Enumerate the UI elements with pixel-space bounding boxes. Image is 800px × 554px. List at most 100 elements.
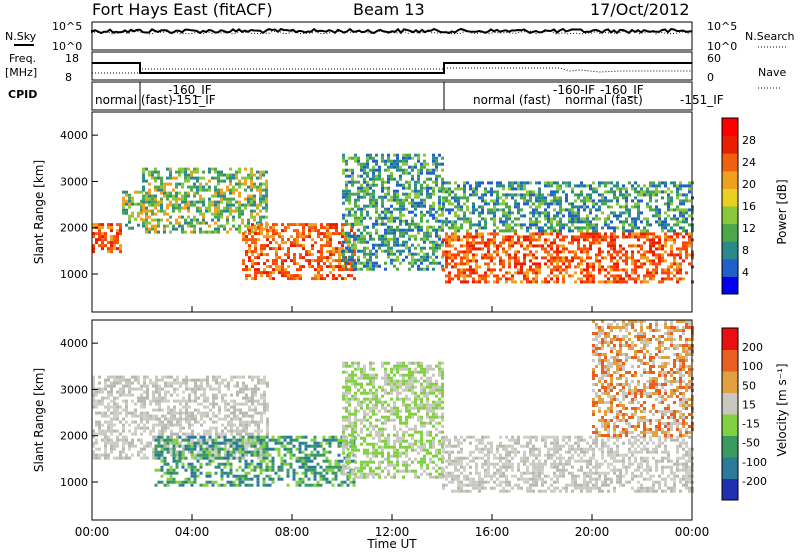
echo-cell [322, 447, 326, 451]
echo-cell [622, 223, 625, 227]
echo-cell [625, 217, 628, 221]
echo-cell [215, 450, 218, 454]
echo-cell [493, 199, 496, 203]
echo-cell [396, 168, 399, 172]
echo-cell [673, 229, 676, 233]
echo-cell [176, 381, 179, 385]
echo-cell [583, 226, 586, 230]
echo-cell [616, 280, 619, 284]
echo-cell [688, 187, 691, 191]
echo-cell [348, 207, 351, 211]
echo-cell [520, 214, 523, 218]
echo-cell [559, 211, 562, 215]
echo-cell [209, 456, 212, 460]
echo-cell [250, 197, 253, 201]
echo-cell [484, 241, 487, 245]
echo-cell [679, 253, 682, 257]
echo-cell [128, 447, 131, 451]
echo-cell [230, 432, 233, 436]
echo-cell [199, 453, 203, 457]
echo-cell [205, 462, 209, 466]
echo-cell [235, 176, 238, 180]
echo-cell [212, 378, 215, 382]
echo-cell [396, 159, 399, 163]
echo-cell [181, 465, 185, 469]
echo-cell [95, 238, 98, 242]
echo-cell [655, 208, 658, 212]
echo-cell [508, 247, 511, 251]
echo-cell [625, 202, 628, 206]
echo-cell [265, 450, 269, 454]
echo-cell [164, 429, 167, 433]
echo-cell [220, 468, 224, 472]
echo-cell [320, 226, 323, 230]
echo-cell [110, 432, 113, 436]
echo-cell [298, 480, 302, 484]
echo-cell [487, 238, 490, 242]
echo-cell [429, 177, 432, 181]
echo-cell [170, 411, 173, 415]
echo-cell [607, 244, 610, 248]
echo-cell [556, 253, 559, 257]
echo-cell [154, 224, 157, 228]
echo-cell [652, 214, 655, 218]
echo-cell [351, 394, 354, 398]
echo-cell [526, 193, 529, 197]
echo-cell [328, 438, 332, 442]
echo-cell [232, 480, 236, 484]
echo-cell [143, 375, 146, 379]
echo-cell [408, 222, 411, 226]
echo-cell [155, 435, 158, 439]
echo-cell [229, 462, 233, 466]
echo-cell [523, 196, 526, 200]
echo-cell [148, 215, 151, 219]
echo-cell [326, 238, 329, 242]
echo-cell [414, 195, 417, 199]
echo-cell [589, 208, 592, 212]
echo-cell [372, 204, 375, 208]
echo-cell [95, 411, 98, 415]
echo-cell [160, 200, 163, 204]
echo-cell [235, 209, 238, 213]
echo-cell [227, 423, 230, 427]
echo-cell [369, 237, 372, 241]
echo-cell [208, 459, 212, 463]
echo-cell [595, 256, 598, 260]
echo-cell [328, 459, 332, 463]
echo-cell [178, 483, 182, 487]
echo-cell [481, 235, 484, 239]
echo-cell [320, 250, 323, 254]
echo-cell [148, 188, 151, 192]
echo-cell [426, 225, 429, 229]
echo-cell [200, 384, 203, 388]
echo-cell [622, 259, 625, 263]
echo-cell [307, 468, 311, 472]
echo-cell [682, 214, 685, 218]
echo-cell [104, 456, 107, 460]
echo-cell [226, 462, 230, 466]
echo-cell [598, 271, 601, 275]
echo-cell [266, 271, 269, 275]
echo-cell [116, 375, 119, 379]
echo-cell [445, 232, 448, 236]
echo-cell [92, 390, 95, 394]
echo-cell [242, 402, 245, 406]
echo-cell [598, 241, 601, 245]
echo-cell [98, 229, 101, 233]
echo-cell [532, 220, 535, 224]
echo-cell [438, 195, 441, 199]
echo-cell [670, 277, 673, 281]
echo-cell [292, 438, 296, 442]
echo-cell [166, 212, 169, 216]
echo-cell [541, 226, 544, 230]
echo-cell [643, 184, 646, 188]
echo-cell [341, 244, 344, 248]
echo-cell [490, 190, 493, 194]
echo-cell [583, 199, 586, 203]
echo-cell [221, 435, 224, 439]
echo-cell [583, 184, 586, 188]
echo-cell [508, 187, 511, 191]
echo-cell [172, 188, 175, 192]
echo-cell [646, 274, 649, 278]
echo-cell [532, 244, 535, 248]
